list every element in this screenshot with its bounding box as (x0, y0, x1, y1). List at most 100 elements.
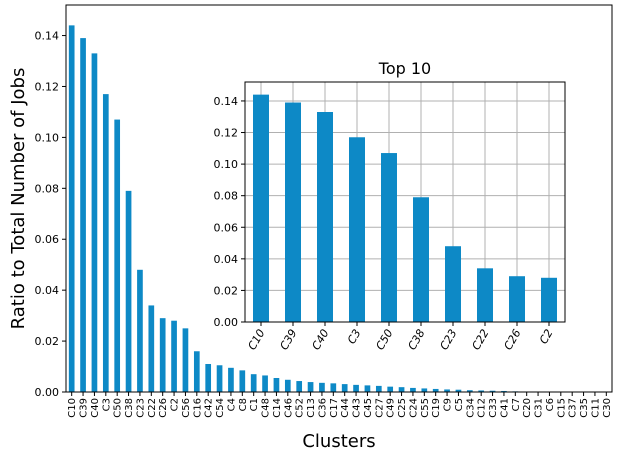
bar-C46 (284, 379, 291, 392)
main-x-axis-label: Clusters (302, 431, 375, 451)
x-tick-label: C4 (226, 398, 237, 411)
main-bars (68, 25, 610, 393)
x-tick-label: C50 (113, 398, 124, 418)
main-chart: 0.000.020.040.060.080.100.120.14 C10 C39 C… (8, 4, 613, 451)
y-tick-label: 0.06 (35, 233, 60, 246)
bar-C43 (353, 384, 359, 392)
y-tick-label: 0.08 (214, 190, 239, 203)
bar-C50 (114, 119, 121, 393)
bar-C5 (455, 389, 462, 392)
main-y-axis: 0.00 0.02 0.04 0.06 0.08 0.10 0.12 0.14 (35, 30, 66, 399)
bar-C12 (478, 390, 485, 392)
x-tick-label: C3 (101, 398, 112, 411)
bar-C36 (319, 382, 325, 392)
x-tick-label: C13 (306, 398, 317, 418)
inset-y-axis: 0.00 0.02 0.04 0.06 0.08 0.10 0.12 0.14 (214, 95, 245, 329)
x-tick-label: C43 (352, 398, 363, 418)
x-tick-label: C10 (245, 327, 267, 352)
bar-C44 (341, 384, 348, 392)
bar-C1 (250, 374, 257, 392)
x-tick-label: C17 (329, 398, 340, 418)
y-tick-label: 0.08 (35, 182, 60, 195)
bar-C42 (205, 363, 212, 392)
x-tick-label: C39 (277, 327, 299, 352)
bar-C9 (444, 389, 450, 392)
x-tick-label: C48 (261, 398, 272, 418)
x-tick-label: C22 (469, 327, 491, 352)
y-tick-label: 0.14 (35, 30, 60, 43)
bar-C14 (273, 377, 280, 392)
main-plot-frame (65, 4, 613, 393)
bar-C4 (228, 367, 234, 392)
bar-C22 (477, 268, 493, 322)
x-tick-label: C12 (477, 398, 488, 418)
bar-C2 (171, 320, 177, 392)
y-tick-label: 0.10 (35, 131, 60, 144)
x-tick-label: C54 (215, 398, 226, 418)
bar-C54 (216, 365, 223, 392)
x-tick-label: C30 (602, 398, 613, 418)
x-tick-label: C24 (408, 398, 419, 418)
bar-C34 (466, 390, 473, 392)
bar-C49 (387, 386, 394, 392)
bar-C19 (432, 388, 439, 392)
bar-C2 (541, 277, 557, 322)
x-tick-label: C35 (579, 398, 590, 418)
y-tick-label: 0.10 (214, 158, 239, 171)
inset-title: Top 10 (378, 59, 431, 78)
bar-C8 (239, 370, 246, 392)
y-tick-label: 0.02 (35, 335, 60, 348)
x-tick-label: C16 (192, 398, 203, 418)
y-tick-label: 0.06 (214, 221, 239, 234)
x-tick-label: C15 (556, 398, 567, 418)
x-tick-label: C52 (295, 398, 306, 418)
bar-C10 (68, 25, 75, 393)
bar-C40 (91, 53, 98, 392)
bar-C23 (445, 246, 461, 322)
x-tick-label: C10 (67, 398, 78, 418)
bar-C16 (193, 351, 200, 392)
x-tick-label: C40 (90, 398, 101, 418)
x-tick-label: C23 (437, 327, 459, 352)
x-tick-label: C2 (170, 398, 181, 411)
bar-C24 (410, 387, 416, 392)
x-tick-label: C8 (238, 398, 249, 411)
bar-C33 (489, 390, 496, 392)
bar-C10 (253, 94, 269, 322)
x-tick-label: C31 (534, 398, 545, 418)
main-x-axis: C10 C39 C40 C3 C50 C38 C23 C22 C26 C2 C56 C16 C42 C54… (67, 392, 613, 418)
inset-bars (253, 94, 557, 323)
x-tick-label: C26 (501, 327, 523, 352)
y-tick-label: 0.04 (214, 253, 239, 266)
x-tick-label: C50 (373, 327, 395, 352)
x-tick-label: C27 (374, 398, 385, 418)
x-tick-label: C38 (124, 398, 135, 418)
bar-C55 (421, 388, 428, 392)
bar-C25 (398, 387, 405, 392)
bar-C27 (375, 385, 382, 392)
x-tick-label: C42 (204, 398, 215, 418)
x-tick-label: C26 (158, 398, 169, 418)
x-tick-label: C39 (79, 398, 90, 418)
bar-C3 (349, 137, 365, 322)
x-tick-label: C2 (537, 327, 556, 346)
x-tick-label: C41 (499, 398, 510, 418)
x-tick-label: C23 (135, 398, 146, 418)
inset-plot-frame (244, 81, 566, 323)
x-tick-label: C33 (488, 398, 499, 418)
x-tick-label: C40 (309, 327, 331, 352)
bar-C3 (102, 94, 109, 392)
bar-C26 (159, 318, 166, 392)
x-tick-label: C56 (181, 398, 192, 418)
x-tick-label: C3 (345, 327, 364, 346)
inset-chart: 0.000.020.040.060.080.100.120.14 C10 C39 C… (214, 59, 566, 352)
y-tick-label: 0.12 (35, 80, 60, 93)
x-tick-label: C36 (317, 398, 328, 418)
y-tick-label: 0.02 (214, 284, 239, 297)
y-tick-label: 0.14 (214, 95, 239, 108)
x-tick-label: C5 (454, 398, 465, 411)
main-y-axis-label: Ratio to Total Number of Jobs (8, 68, 29, 330)
y-tick-label: 0.00 (35, 386, 60, 399)
